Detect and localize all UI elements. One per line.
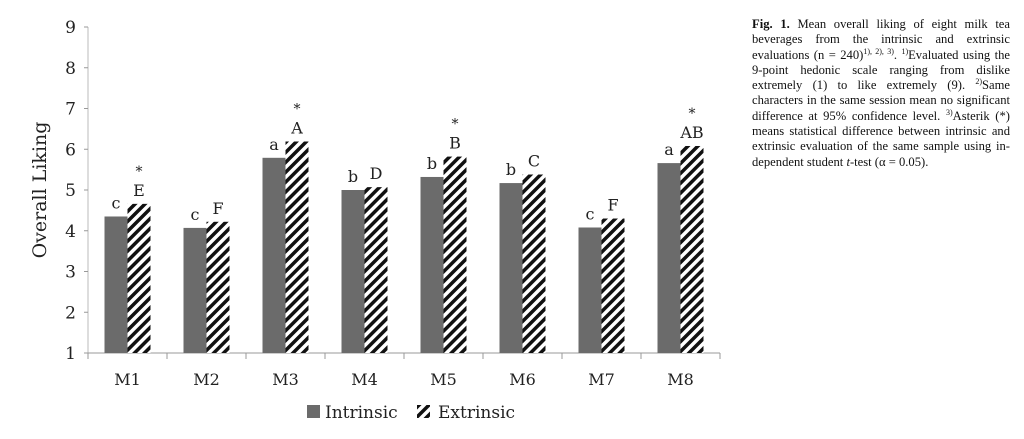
y-tick-label: 3 (65, 263, 76, 283)
bar-intrinsic (578, 227, 602, 353)
caption-text: -test (α = 0.05). (849, 154, 929, 169)
y-tick-label: 6 (65, 140, 76, 160)
y-axis-label: Overall Liking (29, 122, 51, 259)
y-tick-label: 5 (65, 181, 76, 201)
bar-intrinsic (420, 176, 444, 353)
caption-sup: 3) (945, 107, 953, 117)
letter-label: A (290, 119, 303, 138)
significance-asterisk: * (294, 102, 301, 118)
figure-number: Fig. 1. (752, 17, 790, 31)
letter-label: c (191, 205, 200, 224)
letter-label: F (212, 199, 223, 218)
significance-asterisk: * (689, 106, 696, 122)
letter-label: C (528, 152, 540, 171)
bar-intrinsic (183, 227, 207, 353)
letter-label: a (269, 135, 279, 154)
letter-label: b (506, 160, 516, 179)
y-tick-label: 1 (65, 344, 76, 364)
x-tick-label: M6 (509, 370, 536, 389)
y-tick-label: 4 (65, 222, 76, 242)
caption-text: Evaluated using the 9-point hedonic scal… (752, 47, 1010, 93)
bar-intrinsic (341, 190, 365, 353)
letter-label: E (133, 181, 145, 200)
bar-intrinsic (104, 216, 128, 353)
letter-label: D (370, 164, 383, 183)
figure-caption: Fig. 1. Mean overall liking of eight mil… (752, 17, 1010, 170)
caption-italic: t (846, 154, 850, 169)
y-tick-label: 8 (65, 59, 76, 79)
x-tick-label: M4 (351, 370, 378, 389)
legend: Intrinsic Extrinsic (307, 403, 515, 423)
bar-intrinsic (657, 163, 681, 353)
bar-intrinsic (499, 183, 523, 353)
letter-label: B (449, 134, 461, 153)
y-tick-label: 9 (65, 18, 76, 38)
caption-text: . (893, 47, 902, 62)
letter-label: F (607, 196, 618, 215)
y-tick-label: 7 (65, 100, 76, 120)
bar-extrinsic (285, 141, 309, 353)
x-tick-label: M8 (667, 370, 694, 389)
x-tick-label: M2 (193, 370, 220, 389)
bar-intrinsic (262, 157, 286, 353)
bar-extrinsic (443, 156, 467, 353)
letter-label: b (348, 167, 358, 186)
significance-asterisk: * (452, 117, 459, 133)
x-tick-label: M3 (272, 370, 299, 389)
legend-swatch-extrinsic (417, 405, 430, 418)
bar-extrinsic (680, 145, 704, 353)
legend-label-extrinsic: Extrinsic (438, 403, 515, 423)
x-tick-label: M1 (114, 370, 141, 389)
bar-extrinsic (601, 218, 625, 353)
caption-sup: 1), 2), 3) (863, 46, 894, 56)
legend-swatch-intrinsic (307, 405, 320, 418)
letter-label: c (586, 204, 595, 223)
bar-extrinsic (364, 187, 388, 353)
bar-extrinsic (206, 221, 230, 353)
x-tick-label: M5 (430, 370, 457, 389)
caption-sup: 2) (975, 77, 983, 86)
caption-text: Mean overall liking of eight milk tea be… (752, 17, 1010, 62)
letter-label: b (427, 154, 437, 173)
letter-label: a (664, 140, 674, 159)
caption-text: Asterik (*) means statistical difference… (752, 108, 1010, 169)
significance-asterisk: * (136, 164, 143, 180)
legend-label-intrinsic: Intrinsic (325, 403, 398, 423)
letter-label: AB (679, 123, 703, 142)
y-tick-label: 2 (65, 303, 76, 323)
letter-label: c (112, 193, 121, 212)
bar-extrinsic (522, 174, 546, 353)
x-tick-label: M7 (588, 370, 615, 389)
caption-text: Same characters in the same session mean… (752, 78, 1010, 123)
bar-extrinsic (127, 203, 151, 353)
caption-sup: 1) (901, 46, 909, 56)
